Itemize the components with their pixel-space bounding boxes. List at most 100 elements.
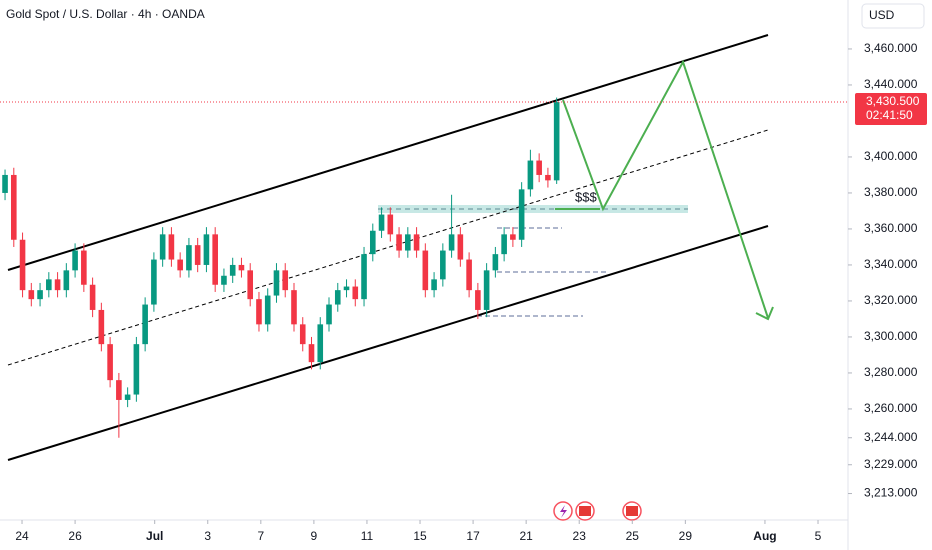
candle-body	[264, 295, 271, 325]
candle-body	[203, 234, 210, 265]
candle-body	[361, 254, 367, 300]
chart-title: Gold Spot / U.S. Dollar · 4h · OANDA	[6, 7, 205, 21]
flag-icon	[626, 506, 638, 516]
last-price-box	[855, 93, 927, 126]
candle-body	[545, 174, 551, 181]
x-tick-label: 23	[573, 529, 587, 543]
candle-body	[308, 344, 315, 363]
candle-body	[142, 304, 148, 345]
candle-body	[326, 304, 332, 325]
x-tick-label: 17	[466, 529, 480, 543]
candle-body	[492, 254, 499, 271]
y-tick-label: 3,229.000	[864, 457, 918, 471]
candle-body	[177, 259, 183, 271]
candle-body	[89, 284, 96, 310]
currency: USD	[869, 8, 895, 22]
x-tick-label: 15	[413, 529, 427, 543]
candle-body	[72, 250, 78, 271]
candle-body	[124, 394, 131, 400]
channel-upper	[7, 34, 769, 271]
candle-body	[2, 174, 8, 193]
currency-button[interactable]	[861, 3, 925, 29]
candle-body	[28, 290, 35, 300]
candle-body	[378, 214, 385, 231]
x-tick-label: 25	[626, 529, 640, 543]
candle-body	[422, 250, 429, 291]
candle-body	[518, 189, 525, 240]
candle-body	[229, 264, 236, 276]
x-tick-label: 11	[361, 529, 374, 543]
candle-body	[256, 299, 262, 325]
candle-body	[133, 344, 140, 395]
drawings	[7, 34, 774, 521]
y-tick-label: 3,244.000	[864, 430, 918, 444]
annotation: $$$	[575, 189, 597, 204]
candle-body	[501, 234, 507, 255]
y-tick-label: 3,260.000	[864, 401, 918, 415]
candles	[2, 97, 560, 438]
candle-body	[159, 234, 166, 260]
candle-body	[334, 290, 341, 305]
candle-body	[116, 380, 122, 400]
x-tick-label: 24	[15, 529, 29, 543]
y-tick-label: 3,280.000	[864, 365, 918, 379]
x-tick-label: 5	[815, 529, 822, 543]
candle-body	[212, 234, 218, 285]
candle-body	[475, 290, 481, 310]
y-tick-label: 3,213.000	[864, 486, 918, 500]
candle-body	[387, 214, 394, 235]
projection-arrow	[755, 306, 774, 321]
candle-body	[291, 290, 297, 325]
candle-body	[510, 234, 516, 240]
candle-body	[317, 324, 324, 363]
candle-body	[352, 286, 359, 300]
candle-body	[440, 250, 446, 280]
y-tick-label: 3,360.000	[864, 221, 918, 235]
candle-body	[527, 160, 534, 190]
x-tick-label: Jul	[146, 529, 163, 543]
candle-body	[413, 234, 420, 251]
candle-body	[54, 279, 61, 291]
candle-body	[247, 270, 254, 300]
y-tick-label: 3,320.000	[864, 293, 918, 307]
y-tick-label: 3,380.000	[864, 185, 918, 199]
candle-body	[299, 324, 306, 345]
channel-lower	[7, 225, 769, 461]
x-tick-label: 7	[257, 529, 264, 543]
x-tick-label: 9	[311, 529, 318, 543]
candle-body	[194, 245, 201, 265]
x-tick-label: 21	[519, 529, 533, 543]
y-tick-label: 3,400.000	[864, 149, 918, 163]
candle-body	[46, 279, 52, 291]
candle-body	[553, 102, 560, 181]
countdown: 02:41:50	[866, 108, 913, 122]
y-tick-label: 3,300.000	[864, 329, 918, 343]
candle-body	[151, 259, 157, 305]
candle-body	[273, 270, 280, 296]
candle-body	[466, 259, 472, 291]
candle-body	[10, 174, 17, 240]
x-tick-label: 26	[68, 529, 82, 543]
flag-icon	[579, 506, 591, 516]
candle-body	[405, 234, 411, 251]
candle-body	[448, 234, 455, 251]
candle-body	[107, 344, 113, 381]
x-tick-label: 3	[204, 529, 211, 543]
y-tick-label: 3,460.000	[864, 41, 918, 55]
candle-body	[19, 239, 26, 291]
candle-body	[63, 270, 70, 291]
candle-body	[343, 286, 350, 291]
candle-body	[396, 234, 402, 251]
candle-body	[483, 270, 490, 310]
candle-body	[221, 275, 227, 285]
candle-body	[37, 290, 43, 300]
candle-body	[186, 245, 192, 271]
candle-body	[369, 230, 376, 255]
candle-body	[81, 250, 87, 285]
x-tick-label: Aug	[753, 529, 776, 543]
candle-body	[282, 270, 289, 291]
candle-body	[98, 309, 105, 345]
